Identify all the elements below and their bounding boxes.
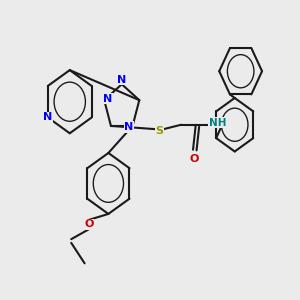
Text: N: N <box>43 112 52 122</box>
Text: N: N <box>117 75 126 85</box>
Text: O: O <box>190 154 199 164</box>
Text: O: O <box>84 219 94 229</box>
Text: N: N <box>124 122 134 132</box>
Text: NH: NH <box>209 118 226 128</box>
Text: S: S <box>155 126 164 136</box>
Text: N: N <box>103 94 113 104</box>
